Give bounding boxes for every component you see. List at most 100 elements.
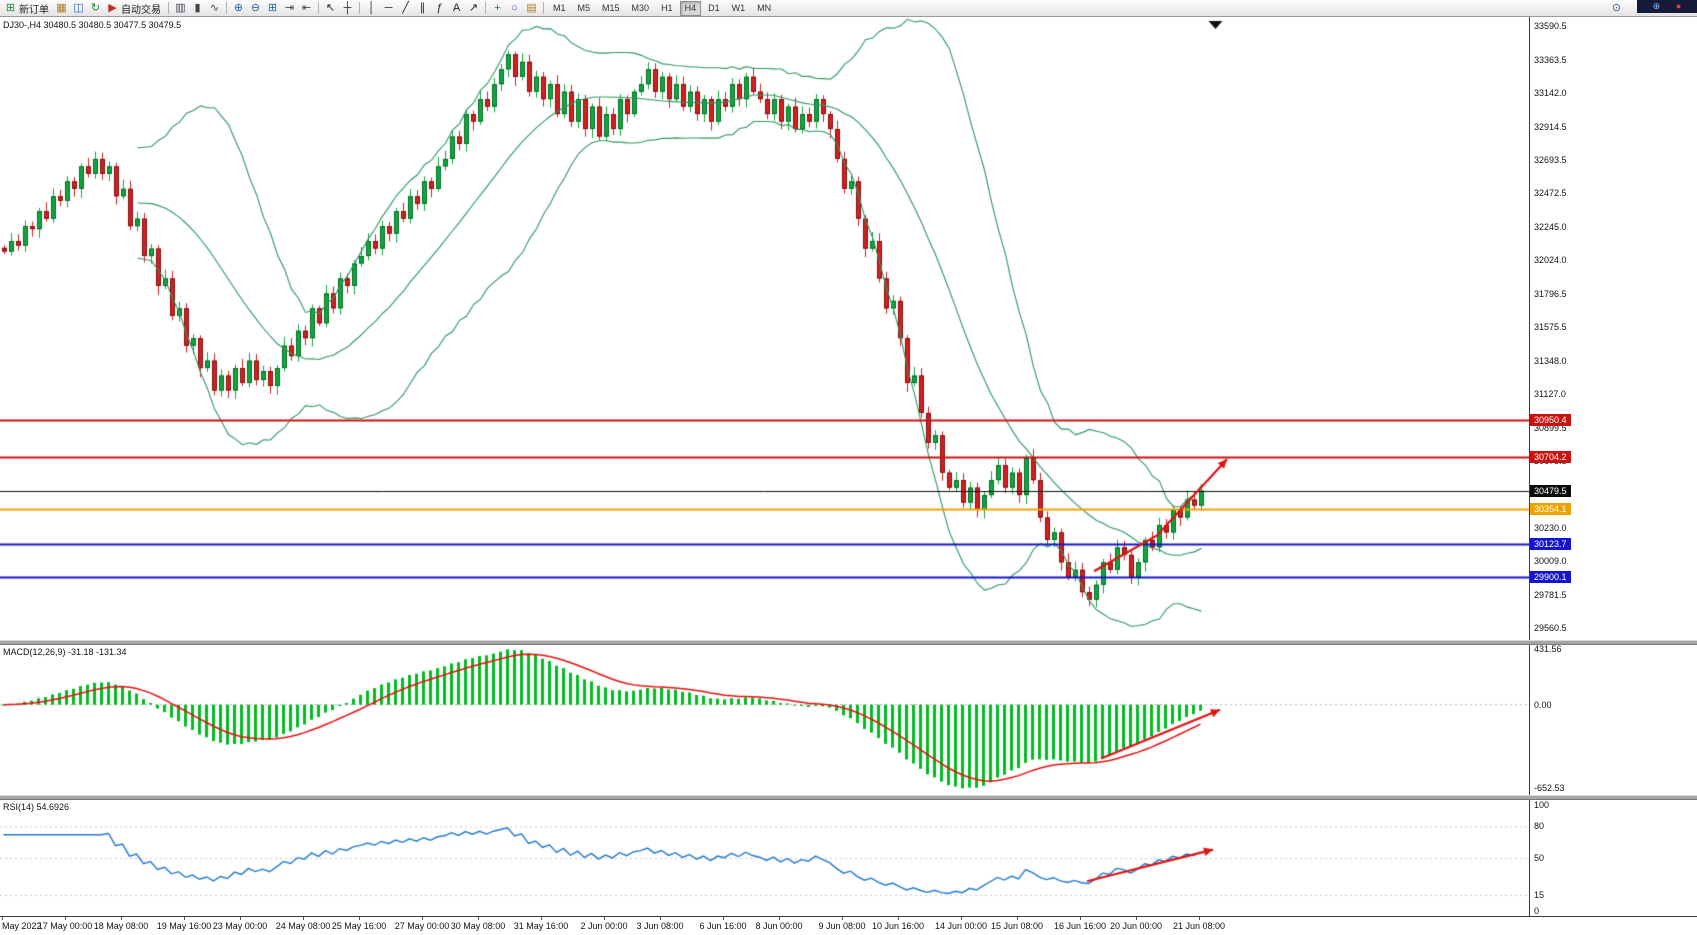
- time-axis-tick: [541, 917, 542, 920]
- refresh-icon[interactable]: ↻: [90, 1, 101, 14]
- time-axis-tick: [359, 917, 360, 920]
- toolbar-separator: [168, 2, 169, 14]
- time-axis-label: 25 May 16:00: [331, 921, 387, 931]
- new-order-icon[interactable]: ⊞: [5, 1, 16, 14]
- time-axis-tick: [961, 917, 962, 920]
- price-axis-label: 32693.5: [1534, 154, 1567, 165]
- new-order-label[interactable]: 新订单: [19, 4, 49, 16]
- time-axis-tick: [723, 917, 724, 920]
- time-axis-tick: [1080, 917, 1081, 920]
- time-axis-label: 24 May 08:00: [275, 921, 331, 931]
- time-axis-label: May 2022: [2, 921, 42, 931]
- time-axis-tick: [898, 917, 899, 920]
- time-axis-tick: [478, 917, 479, 920]
- search-icon[interactable]: ⊙: [1611, 1, 1622, 14]
- panel-separator[interactable]: [0, 640, 1697, 645]
- price-tag: 29900.1: [1530, 571, 1571, 584]
- price-axis-label: 29560.5: [1534, 622, 1567, 633]
- timeframe-m15-button[interactable]: M15: [602, 2, 620, 13]
- time-axis-label: 18 May 08:00: [93, 921, 149, 931]
- rsi-axis-label: 50: [1534, 853, 1545, 863]
- vertical-line-icon[interactable]: │: [368, 1, 375, 14]
- window-corner: ⊕ ●: [1637, 0, 1697, 13]
- equidistant-channel-icon[interactable]: ∥: [419, 1, 426, 14]
- macd-panel-canvas[interactable]: [0, 645, 1529, 795]
- auto-scroll-icon[interactable]: ⇥: [284, 1, 295, 14]
- bar-chart-icon[interactable]: ▥: [175, 1, 186, 14]
- tile-windows-icon[interactable]: ⊞: [267, 1, 278, 14]
- timeframe-m5-button[interactable]: M5: [577, 2, 591, 13]
- timeframe-mn-button[interactable]: MN: [757, 2, 772, 13]
- templates-icon[interactable]: ▤: [526, 1, 537, 14]
- timeframe-w1-button[interactable]: W1: [731, 2, 746, 13]
- time-axis-tick: [1017, 917, 1018, 920]
- time-axis-label: 2 Jun 00:00: [580, 921, 628, 931]
- time-axis-tick: [2, 917, 3, 920]
- horizontal-line-icon[interactable]: ─: [384, 1, 393, 14]
- time-axis-label: 16 Jun 16:00: [1053, 921, 1107, 931]
- toolbar-separator: [543, 2, 544, 14]
- price-tag: 30950.4: [1530, 414, 1571, 427]
- time-axis-tick: [422, 917, 423, 920]
- timeframe-d1-button[interactable]: D1: [708, 2, 720, 13]
- time-axis-tick: [121, 917, 122, 920]
- timeframe-h4-button[interactable]: H4: [679, 0, 702, 16]
- macd-axis: 431.56 0.00 -652.53: [1529, 644, 1697, 795]
- price-tag: 30479.5: [1530, 484, 1571, 497]
- price-axis-label: 32914.5: [1534, 121, 1567, 132]
- toolbar-right-group: ⊙: [1608, 1, 1625, 16]
- rsi-axis-label: 0: [1534, 905, 1540, 916]
- indicators-icon[interactable]: +: [494, 1, 501, 14]
- time-axis-label: 15 Jun 08:00: [990, 921, 1044, 931]
- rsi-axis-label: 80: [1534, 821, 1545, 832]
- rsi-panel-canvas[interactable]: [0, 800, 1529, 916]
- profiles-icon[interactable]: ◫: [73, 1, 84, 14]
- time-axis[interactable]: May 2022 17 May 00:00 18 May 08:00 19 May 1…: [0, 916, 1697, 935]
- rsi-axis: 100 80 50 15 0: [1529, 800, 1697, 916]
- price-axis-label: 30899.5: [1534, 422, 1567, 433]
- corner-search-icon[interactable]: ⊕: [1652, 1, 1661, 11]
- zoom-out-icon[interactable]: ⊖: [250, 1, 261, 14]
- macd-axis-label: -652.53: [1534, 783, 1565, 794]
- main-chart-canvas[interactable]: [0, 17, 1529, 640]
- corner-record-icon[interactable]: ●: [1675, 1, 1682, 11]
- text-label-icon[interactable]: A: [452, 1, 461, 14]
- price-axis-label: 31348.0: [1534, 355, 1567, 366]
- price-axis-label: 31127.0: [1534, 388, 1566, 399]
- time-axis-tick: [303, 917, 304, 920]
- price-axis-label: 32472.5: [1534, 187, 1567, 198]
- price-axis[interactable]: 30950.4 30704.2 30479.5 30354.1 30123.7 29900…: [1529, 17, 1697, 640]
- arrow-tool-icon[interactable]: ↗: [468, 1, 479, 14]
- time-axis-tick: [1199, 917, 1200, 920]
- autotrade-label[interactable]: 自动交易: [121, 4, 161, 16]
- chart-shift-icon[interactable]: ⇤: [301, 1, 312, 14]
- timeframe-m1-button[interactable]: M1: [553, 2, 566, 13]
- price-tag: 30704.2: [1530, 451, 1571, 464]
- chart-symbol-ohlc: DJ30-,H4 30480.5 30480.5 30477.5 30479.5: [3, 20, 182, 30]
- timeframe-m30-button[interactable]: M30: [631, 2, 650, 13]
- cursor-icon[interactable]: ↖: [325, 1, 336, 14]
- time-axis-tick: [779, 917, 780, 920]
- zoom-in-icon[interactable]: ⊕: [233, 1, 244, 14]
- autotrade-icon[interactable]: ▶: [108, 1, 117, 14]
- time-axis-tick: [842, 917, 843, 920]
- candlestick-chart-icon[interactable]: ▮: [194, 1, 201, 14]
- periods-icon[interactable]: ○: [511, 1, 518, 14]
- panel-separator[interactable]: [0, 795, 1697, 800]
- macd-axis-label: 0.00: [1534, 699, 1552, 710]
- crosshair-icon[interactable]: ┼: [343, 1, 352, 14]
- chart-window-icon[interactable]: ▦: [56, 1, 67, 14]
- fibonacci-icon[interactable]: ƒ: [436, 1, 443, 14]
- price-axis-label: 33590.5: [1534, 20, 1567, 31]
- line-chart-icon[interactable]: ∿: [209, 1, 220, 14]
- time-axis-label: 19 May 16:00: [156, 921, 212, 931]
- timeframe-h1-button[interactable]: H1: [661, 2, 673, 13]
- time-axis-tick: [65, 917, 66, 920]
- toolbar-separator: [485, 2, 486, 14]
- toolbar-separator: [226, 2, 227, 14]
- price-axis-label: 30230.0: [1534, 522, 1567, 533]
- trendline-icon[interactable]: ╱: [402, 1, 409, 14]
- toolbar-separator: [318, 2, 319, 14]
- time-axis-label: 9 Jun 08:00: [818, 921, 866, 931]
